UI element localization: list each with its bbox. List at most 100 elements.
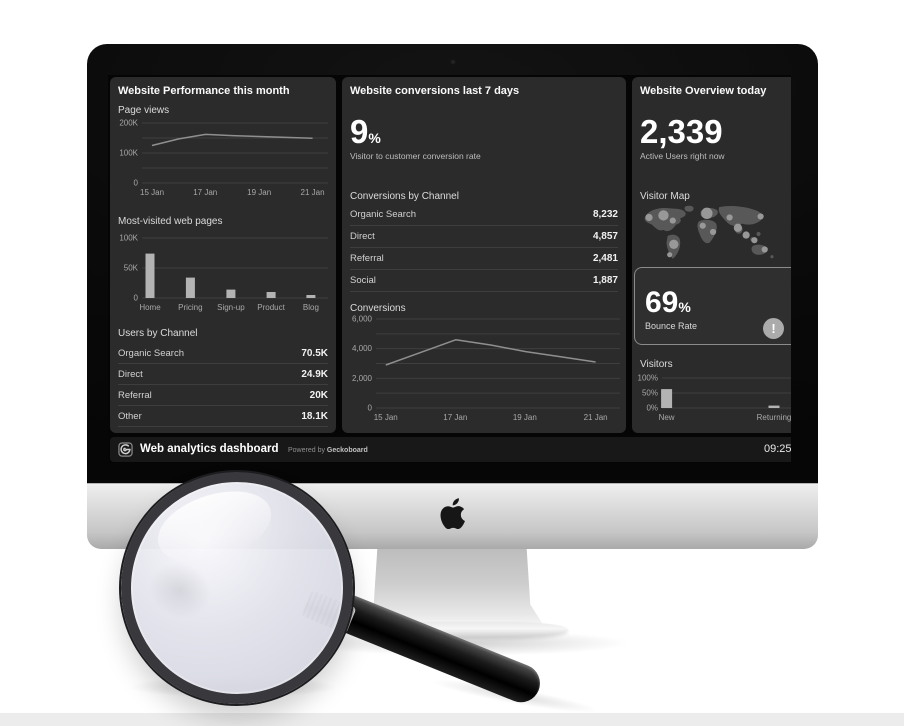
bar — [661, 389, 673, 408]
pageviews-label: Page views — [118, 105, 170, 116]
x-tick-label: Home — [139, 303, 161, 312]
list-item: Direct 24.9K — [118, 364, 328, 385]
active-users-caption: Active Users right now — [640, 151, 725, 161]
visitors-label: Visitors — [640, 359, 673, 370]
x-tick-label: New — [659, 413, 675, 422]
overview-panel: Website Overview today 2,339 Active User… — [632, 77, 791, 433]
list-item-value: 1,887 — [592, 275, 618, 286]
list-item-value: 4,857 — [592, 231, 618, 242]
list-item-label: Social — [350, 275, 376, 286]
x-tick-label: Returning — [757, 413, 791, 422]
geckoboard-logo-icon — [118, 442, 133, 457]
panel-title: Website Overview today — [640, 85, 767, 97]
x-tick-label: 17 Jan — [193, 188, 217, 197]
pageviews-chart: 200K 100K 0 15 Jan 17 Jan 19 Jan 21 Jan — [114, 117, 334, 199]
visitors-chart: 100% 50% 0% New Returning — [636, 373, 791, 424]
conversions-chart-label: Conversions — [350, 303, 406, 314]
conversions-by-channel-list: Organic Search 8,232 Direct 4,857 Referral 2,… — [350, 204, 618, 292]
list-item-label: Referral — [118, 389, 152, 401]
data-line — [151, 133, 313, 147]
panel-title: Website Performance this month — [118, 85, 290, 97]
warning-icon: ! — [763, 318, 784, 339]
bar — [266, 292, 276, 298]
conversions-by-channel-label: Conversions by Channel — [350, 191, 459, 202]
list-item: Social 1,887 — [350, 270, 618, 292]
list-item-value: 8,232 — [592, 209, 618, 220]
list-item: Referral 2,481 — [350, 248, 618, 270]
x-tick-label: Pricing — [178, 303, 202, 312]
list-item: Organic Search 70.5K — [118, 343, 328, 364]
x-tick-label: 19 Jan — [247, 188, 271, 197]
bar — [185, 277, 195, 298]
x-tick-label: Product — [257, 303, 285, 312]
x-tick-label: Blog — [303, 303, 319, 312]
list-item-label: Organic Search — [350, 209, 417, 220]
list-item: Organic Search 8,232 — [350, 204, 618, 226]
y-tick-label: 0% — [646, 404, 658, 413]
x-tick-label: 15 Jan — [140, 188, 164, 197]
magnifier-lens — [121, 472, 353, 704]
y-tick-label: 100K — [119, 149, 138, 158]
list-item: Direct 4,857 — [350, 226, 618, 248]
x-tick-label: 21 Jan — [584, 413, 608, 422]
y-tick-label: 2,000 — [352, 374, 373, 383]
visitor-map-label: Visitor Map — [640, 191, 690, 202]
conversion-rate-caption: Visitor to customer conversion rate — [350, 151, 481, 161]
list-item: Other 18.1K — [118, 406, 328, 427]
y-tick-label: 50K — [124, 264, 139, 273]
x-tick-label: 15 Jan — [374, 413, 398, 422]
users-by-channel-list: Organic Search 70.5K Direct 24.9K Referral 20… — [118, 343, 328, 427]
y-tick-label: 0 — [134, 179, 139, 188]
bounce-rate-card: 69% Bounce Rate ! — [634, 267, 791, 345]
conversions-chart: 6,000 4,000 2,000 0 15 Jan 17 Jan 19 Jan 21 Jan — [346, 315, 626, 424]
y-tick-label: 4,000 — [352, 344, 373, 353]
x-tick-label: 21 Jan — [301, 188, 325, 197]
powered-by: Powered by Geckoboard — [288, 447, 368, 454]
users-by-channel-label: Users by Channel — [118, 328, 198, 339]
bounce-rate-label: Bounce Rate — [645, 321, 698, 331]
bar — [306, 295, 316, 298]
bar — [768, 405, 780, 408]
conversions-panel: Website conversions last 7 days 9% Visit… — [342, 77, 626, 433]
x-tick-label: Sign-up — [217, 303, 245, 312]
list-item: Referral 20K — [118, 385, 328, 406]
conversion-rate-number: 9% — [350, 113, 381, 150]
y-tick-label: 0 — [134, 294, 139, 303]
list-item-label: Direct — [118, 368, 143, 380]
list-item-value: 18.1K — [301, 410, 328, 422]
active-users-number: 2,339 — [640, 113, 723, 150]
imac-screen: Website Performance this month Page view… — [108, 75, 791, 463]
pages-chart: 100K 50K 0 Home Pricing Sign-up Product Blog — [114, 232, 334, 314]
dashboard-title: Web analytics dashboard — [140, 443, 279, 455]
x-tick-label: 17 Jan — [443, 413, 467, 422]
y-tick-label: 200K — [119, 119, 138, 128]
y-tick-label: 100K — [119, 234, 138, 243]
world-map — [644, 205, 774, 259]
list-item-value: 20K — [309, 389, 328, 401]
list-item-label: Referral — [350, 253, 384, 264]
list-item-label: Organic Search — [118, 347, 185, 359]
list-item-label: Other — [118, 410, 142, 422]
pages-label: Most-visited web pages — [118, 216, 223, 227]
y-tick-label: 50% — [642, 389, 658, 398]
data-line — [385, 339, 596, 366]
list-item-value: 70.5K — [301, 347, 328, 359]
clock: 09:25 — [764, 443, 791, 455]
y-tick-label: 0 — [368, 404, 373, 413]
bounce-rate-number: 69% — [645, 286, 691, 319]
list-item-label: Direct — [350, 231, 375, 242]
x-tick-label: 19 Jan — [513, 413, 537, 422]
bar — [145, 253, 155, 298]
list-item-value: 24.9K — [301, 368, 328, 380]
dashboard-footer: Web analytics dashboard Powered by Gecko… — [110, 437, 791, 462]
bar — [226, 289, 236, 298]
performance-panel: Website Performance this month Page view… — [110, 77, 336, 433]
list-item-value: 2,481 — [592, 253, 618, 264]
webcam-dot-icon — [449, 59, 456, 65]
floor-edge — [0, 713, 904, 726]
apple-logo-icon — [440, 498, 465, 530]
panel-title: Website conversions last 7 days — [350, 85, 520, 97]
imac-bezel: Website Performance this month Page view… — [87, 44, 818, 483]
y-tick-label: 6,000 — [352, 315, 373, 324]
